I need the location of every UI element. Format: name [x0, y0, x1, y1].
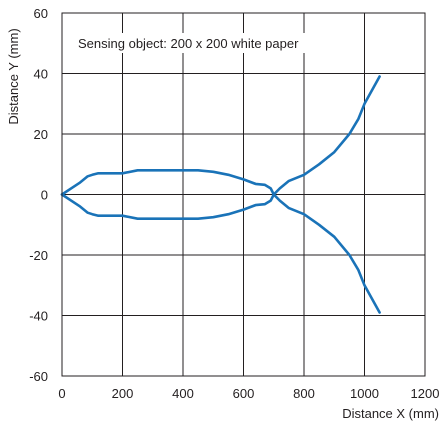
series-line-1: [62, 170, 380, 312]
y-axis-label: Distance Y (mm): [6, 28, 21, 124]
y-tick-label: -20: [29, 248, 48, 263]
x-tick-label: 1000: [350, 386, 379, 401]
x-axis-label: Distance X (mm): [342, 406, 439, 421]
x-tick-label: 1200: [411, 386, 440, 401]
x-tick-label: 200: [112, 386, 134, 401]
y-tick-label: 20: [34, 127, 48, 142]
x-tick-labels: 0 200 400 600 800 1000 1200: [58, 386, 439, 401]
y-tick-labels: -60 -40 -20 0 20 40 60: [29, 6, 48, 384]
y-tick-label: 60: [34, 6, 48, 21]
chart-annotation: Sensing object: 200 x 200 white paper: [78, 36, 299, 51]
grid-lines: [62, 13, 425, 376]
y-tick-label: 0: [41, 188, 48, 203]
x-tick-label: 400: [172, 386, 194, 401]
x-tick-label: 800: [293, 386, 315, 401]
y-tick-label: 40: [34, 67, 48, 82]
y-tick-label: -60: [29, 369, 48, 384]
y-tick-label: -40: [29, 309, 48, 324]
x-tick-label: 0: [58, 386, 65, 401]
series-line-2: [62, 77, 380, 219]
x-tick-label: 600: [233, 386, 255, 401]
